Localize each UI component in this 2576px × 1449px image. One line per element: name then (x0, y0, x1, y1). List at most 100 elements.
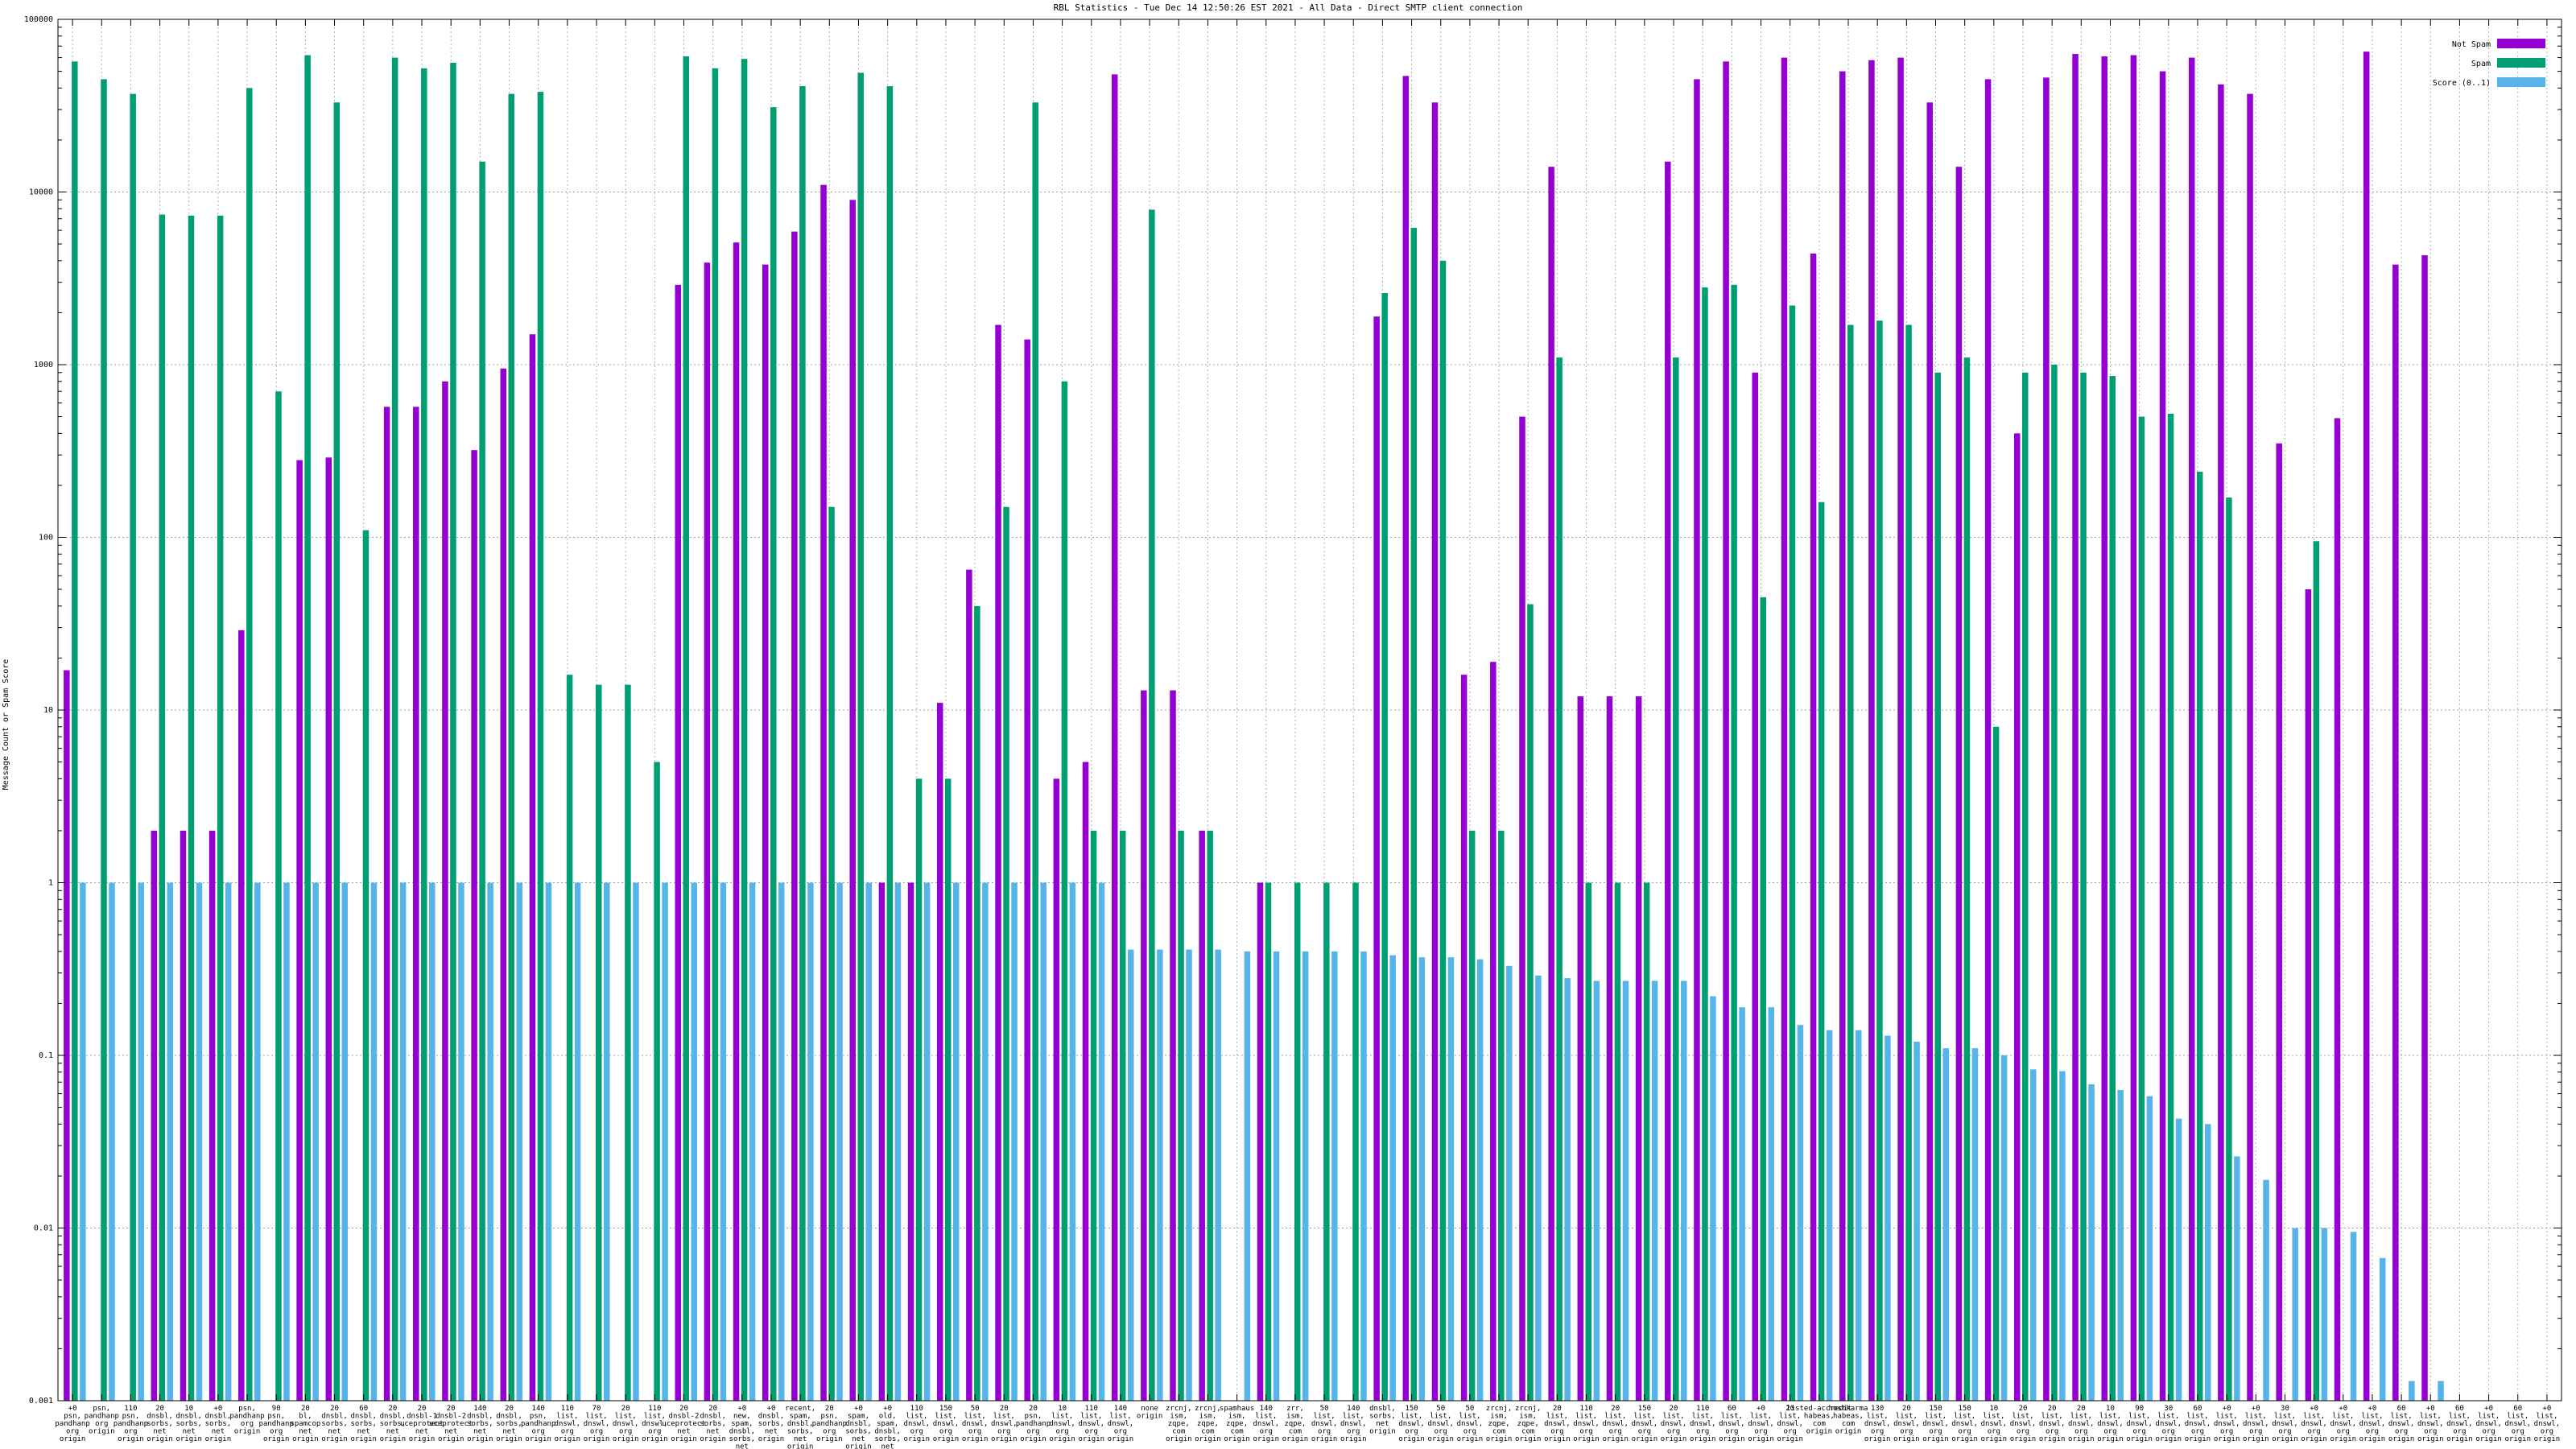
bar-spam (1294, 882, 1301, 1401)
category-label: org (648, 1428, 661, 1436)
bar-spam (1207, 830, 1213, 1401)
category-label: list, (2391, 1413, 2413, 1421)
legend-label: Not Spam (2452, 40, 2491, 49)
bar-spam (886, 86, 894, 1401)
category-label: dnswl, (1661, 1420, 1687, 1428)
bar-score-0-1 (836, 882, 843, 1401)
category-label: pandhanp (812, 1420, 847, 1428)
category-label: +0 (2426, 1405, 2435, 1413)
category-label: org (1026, 1428, 1039, 1436)
category-label: org (2133, 1428, 2146, 1436)
category-label: origin (1951, 1435, 1978, 1443)
category-label: dnsbl, (729, 1428, 756, 1436)
category-label: origin (1777, 1435, 1803, 1443)
category-label: dnswl, (2039, 1420, 2066, 1428)
bar-spam (2313, 541, 2320, 1401)
category-label: origin (1719, 1435, 1745, 1443)
chart-title: RBL Statistics - Tue Dec 14 12:50:26 EST… (1054, 2, 1523, 13)
category-label: org (619, 1428, 632, 1436)
bar-spam (2109, 376, 2116, 1402)
category-label: 150 (1638, 1405, 1651, 1413)
bar-spam (799, 86, 806, 1401)
category-label: origin (1981, 1435, 2008, 1443)
bar-score-0-1 (1885, 1035, 1891, 1401)
category-label: 150 (1405, 1405, 1418, 1413)
category-label: origin (234, 1428, 261, 1436)
category-label: com (1172, 1428, 1185, 1436)
category-label: com (1230, 1428, 1243, 1436)
category-label: zqpe, (1226, 1420, 1248, 1428)
category-label: ism, (1170, 1413, 1187, 1421)
bar-spam (1673, 357, 1679, 1401)
bar-not-spam (675, 284, 681, 1401)
bar-spam (1439, 260, 1447, 1401)
category-label: origin (2039, 1435, 2066, 1443)
category-label: 140 (532, 1405, 545, 1413)
category-label: org (1959, 1428, 1971, 1436)
bar-not-spam (64, 670, 70, 1401)
category-label: 20 (330, 1405, 339, 1413)
category-label: dnswl, (2475, 1420, 2502, 1428)
bar-score-0-1 (2088, 1084, 2095, 1401)
bar-spam (479, 161, 485, 1402)
category-label: pandhanp (85, 1413, 119, 1421)
category-label: dnswl, (1457, 1420, 1484, 1428)
category-label: origin (1515, 1435, 1542, 1443)
category-label: dnsbl, (496, 1413, 522, 1421)
bar-spam (1934, 372, 1941, 1402)
category-label: com (1492, 1428, 1505, 1436)
bar-score-0-1 (2000, 1055, 2008, 1401)
category-label: spamhaus (1220, 1405, 1254, 1413)
bar-spam (1789, 305, 1796, 1402)
category-label: sorbs, (350, 1420, 377, 1428)
category-label: net (183, 1428, 196, 1436)
bar-spam (1614, 882, 1621, 1401)
bar-spam (1323, 882, 1330, 1401)
category-label: 20 (418, 1405, 427, 1413)
category-label: org (2366, 1428, 2379, 1436)
category-label: list, (1255, 1413, 1277, 1421)
category-label: org (1871, 1428, 1884, 1436)
category-label: sorbs, (874, 1435, 901, 1443)
category-label: net (299, 1428, 312, 1436)
category-label: net (153, 1428, 166, 1436)
category-label: 130 (1871, 1405, 1884, 1413)
y-tick-label: 100 (39, 534, 53, 543)
category-label: 20 (1785, 1405, 1794, 1413)
category-label: list, (556, 1413, 578, 1421)
category-label: 110 (1696, 1405, 1709, 1413)
category-label: psn, (93, 1405, 110, 1413)
category-label: org (1725, 1428, 1738, 1436)
category-label: origin (350, 1435, 377, 1443)
category-label: ism, (1199, 1413, 1217, 1421)
category-label: list, (1546, 1413, 1568, 1421)
category-label: psn, (1025, 1413, 1042, 1421)
category-label: list, (1633, 1413, 1655, 1421)
category-label: 110 (124, 1405, 137, 1413)
category-label: org (2307, 1428, 2320, 1436)
bar-not-spam (1373, 316, 1380, 1401)
category-label: dnsbl, (175, 1413, 202, 1421)
category-label: dnswl, (2301, 1420, 2327, 1428)
category-label: origin (409, 1435, 436, 1443)
category-label: origin (555, 1435, 581, 1443)
category-label: org (532, 1428, 545, 1436)
category-label: org (124, 1428, 137, 1436)
category-label: origin (1108, 1435, 1134, 1443)
category-label: dnswl, (933, 1420, 960, 1428)
category-label: origin (2097, 1435, 2124, 1443)
category-label: spam, (790, 1413, 811, 1421)
category-label: list, (2536, 1413, 2557, 1421)
category-label: dnswl, (1922, 1420, 1949, 1428)
category-label: +0 (2310, 1405, 2318, 1413)
bar-spam (362, 530, 369, 1401)
category-label: dnsbl, (700, 1413, 726, 1421)
category-label: dnsbl, (205, 1413, 232, 1421)
category-label: list, (1080, 1413, 1102, 1421)
bar-spam (1149, 209, 1155, 1401)
bar-spam (2051, 365, 2058, 1401)
category-label: list, (2478, 1413, 2500, 1421)
category-label: dnswl, (2243, 1420, 2269, 1428)
category-label: origin (1602, 1435, 1629, 1443)
bar-spam (683, 56, 689, 1401)
